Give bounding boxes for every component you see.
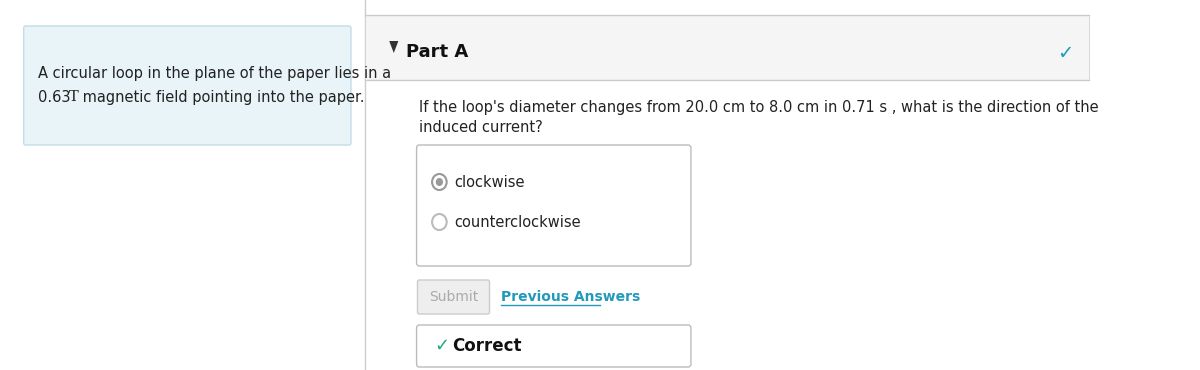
Text: clockwise: clockwise [454, 175, 524, 189]
Text: counterclockwise: counterclockwise [454, 215, 581, 229]
Text: ✓: ✓ [434, 337, 449, 355]
Text: Part A: Part A [406, 43, 468, 61]
FancyBboxPatch shape [24, 26, 350, 145]
FancyBboxPatch shape [416, 145, 691, 266]
Text: If the loop's diameter changes from 20.0 cm to 8.0 cm in 0.71 s , what is the di: If the loop's diameter changes from 20.0… [419, 100, 1099, 115]
Polygon shape [389, 41, 398, 53]
FancyBboxPatch shape [365, 15, 1090, 80]
Text: ✓: ✓ [1057, 44, 1074, 63]
Text: Submit: Submit [428, 290, 478, 304]
Text: Previous Answers: Previous Answers [502, 290, 641, 304]
Text: A circular loop in the plane of the paper lies in a: A circular loop in the plane of the pape… [38, 66, 391, 81]
Text: induced current?: induced current? [419, 120, 544, 135]
FancyBboxPatch shape [418, 280, 490, 314]
Text: magnetic field pointing into the paper.: magnetic field pointing into the paper. [78, 90, 365, 105]
FancyBboxPatch shape [416, 325, 691, 367]
Text: T: T [70, 90, 79, 104]
Circle shape [436, 178, 443, 186]
Text: 0.63: 0.63 [38, 90, 76, 105]
Text: Correct: Correct [452, 337, 522, 355]
